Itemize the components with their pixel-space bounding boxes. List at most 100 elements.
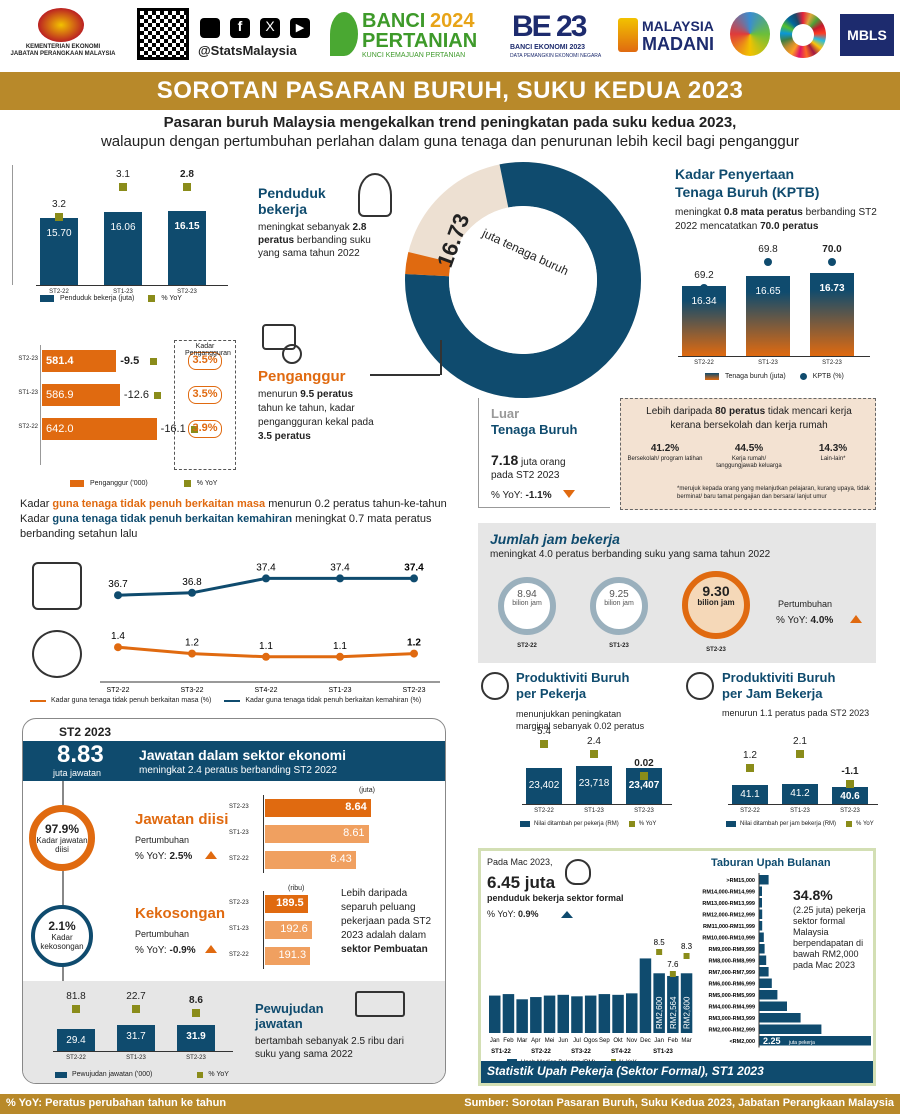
tick-label: ST1-23 — [229, 926, 249, 932]
yoy-marker — [656, 949, 663, 955]
bar: 8.43 — [265, 851, 356, 869]
bar — [502, 994, 515, 1033]
reason-item: 44.5% Kerja rumah/ tanggungjawab keluarga — [711, 443, 787, 483]
tick-label: ST2-23 — [403, 687, 426, 692]
facebook-icon[interactable]: f — [230, 18, 250, 38]
tick-label: Jul — [573, 1038, 581, 1044]
qr-code-icon[interactable] — [137, 8, 189, 60]
reason-label: Bersekolah/ program latihan — [627, 456, 703, 462]
bar: 23,402 — [526, 767, 562, 804]
tick-label: ST2-22 — [229, 952, 249, 958]
prod-worker-desc: menunjukkan peningkatan marginal sebanyak… — [516, 709, 645, 731]
yoy-label: 7.6 — [667, 960, 679, 969]
desk-icon — [355, 991, 405, 1017]
tick-label: ST1-23 — [584, 808, 604, 814]
bar — [598, 994, 611, 1033]
dist-bar — [759, 1013, 801, 1023]
bar: 29.4 — [57, 1028, 95, 1051]
labour-force-arc — [405, 162, 641, 398]
dist-bar — [759, 978, 772, 988]
clock-unit: bilion jam — [604, 600, 634, 607]
reason-pct: 41.2% — [650, 443, 680, 454]
data-label: 3.2 — [52, 199, 66, 210]
dist-label: <RM2,000 — [729, 1039, 755, 1045]
bar: 40.6 — [832, 787, 868, 804]
subtitle-line-1: Pasaran buruh Malaysia mengekalkan trend… — [163, 114, 737, 131]
bar: 23,718 — [576, 765, 612, 804]
rate-pill: 3.5% — [188, 352, 222, 370]
yoy-marker — [55, 213, 63, 221]
reason-item: 41.2% Bersekolah/ program latihan — [627, 443, 703, 483]
dist-label: RM5,000-RM5,999 — [709, 993, 755, 999]
dist-bar — [759, 990, 778, 1000]
wage-distribution-chart: >RM15,000 RM14,000-RM14,999 RM13,000-RM13,… — [702, 873, 871, 1048]
axis — [263, 795, 264, 873]
data-label: -9.5 — [120, 355, 140, 367]
banci-ekonomi-logo: BE 23 BANCI EKONOMI 2023 DATA PEMANGKIN … — [510, 10, 602, 59]
quarter-label: ST3-22 — [571, 1049, 591, 1055]
tick-label: ST2-22 — [49, 289, 69, 295]
yoy-marker — [746, 764, 754, 772]
tick-label: ST2-22 — [107, 687, 130, 692]
madani-logo: MALAYSIA MADANI — [618, 14, 718, 58]
tick-label: Jan — [490, 1038, 500, 1044]
yoy-marker — [72, 1005, 80, 1013]
bar — [516, 999, 528, 1033]
skill-point — [262, 574, 270, 583]
kptb-legend: Tenaga buruh (juta) KPTB (%) — [705, 373, 844, 380]
clock-value: 8.94 — [517, 589, 537, 600]
dist-label: RM4,000-RM4,999 — [709, 1005, 755, 1011]
instagram-icon[interactable] — [200, 18, 220, 38]
tick-label: ST2-22 — [517, 643, 537, 649]
time-label: 1.2 — [407, 638, 421, 649]
bar: 41.2 — [782, 784, 818, 804]
dist-bar — [759, 909, 763, 919]
quarter-label: ST2-22 — [531, 1049, 551, 1055]
dist-label: RM14,000-RM14,999 — [702, 890, 755, 896]
title-band: SOROTAN PASARAN BURUH, SUKU KEDUA 2023 — [0, 72, 900, 110]
kptb-title: Kadar Penyertaan Tenaga Buruh (KPTB) — [675, 166, 820, 200]
employed-left-divider — [12, 165, 13, 285]
tick-label: Jun — [558, 1038, 568, 1044]
tick-label: ST2-23 — [177, 289, 197, 295]
bar: 31.7 — [117, 1025, 155, 1051]
page-title: SOROTAN PASARAN BURUH, SUKU KEDUA 2023 — [156, 77, 744, 104]
dist-label: RM3,000-RM3,999 — [709, 1016, 755, 1022]
tick-label: ST2-23 — [229, 804, 249, 810]
tick-label: ST2-23 — [18, 356, 38, 362]
ministry-logo — [38, 8, 84, 42]
yoy-label: 8.5 — [654, 938, 666, 947]
bar — [530, 997, 542, 1033]
ministry-name: KEMENTERIAN EKONOMI JABATAN PERANGKAAN M… — [10, 44, 116, 57]
tick-label: ST1-23 — [790, 808, 810, 814]
x-icon[interactable]: X — [260, 18, 280, 38]
data-label: 70.0 — [822, 244, 842, 255]
axis — [53, 1051, 233, 1052]
tick-label: ST2-23 — [229, 900, 249, 906]
tick-label: ST1-23 — [229, 830, 249, 836]
data-label: 69.8 — [758, 244, 778, 255]
bar: 23,407 — [626, 767, 662, 804]
vacancy-rate-ring: 2.1% Kadar kekosongan — [31, 905, 93, 967]
bar: 16.34 — [682, 286, 726, 356]
dist-bar — [759, 921, 763, 931]
yoy-marker — [540, 740, 548, 748]
clock-gear-icon — [686, 672, 714, 700]
tick-label: Mar — [681, 1038, 691, 1044]
dist-bar — [759, 955, 767, 965]
outside-labour-box: Luar Tenaga Buruh 7.18 juta orang pada S… — [478, 398, 610, 508]
bar: 16.73 — [810, 273, 854, 356]
bar: 642.0 — [42, 418, 157, 440]
youtube-icon[interactable]: ▶ — [290, 18, 310, 38]
up-chevron-icon — [205, 851, 217, 859]
tick-label: ST3-22 — [181, 687, 204, 692]
data-label: -12.6 — [123, 389, 149, 401]
time-label: 1.1 — [259, 641, 273, 652]
data-label: 0.02 — [634, 758, 654, 769]
tick-label: Sep — [599, 1038, 610, 1044]
data-label: 2.1 — [793, 736, 807, 747]
bar — [667, 975, 679, 1033]
dist-unit: juta pekerja — [788, 1040, 815, 1046]
subtitle-line-2: walaupun dengan pertumbuhan perlahan dal… — [100, 133, 800, 150]
tick-label: ST1-23 — [758, 360, 778, 366]
